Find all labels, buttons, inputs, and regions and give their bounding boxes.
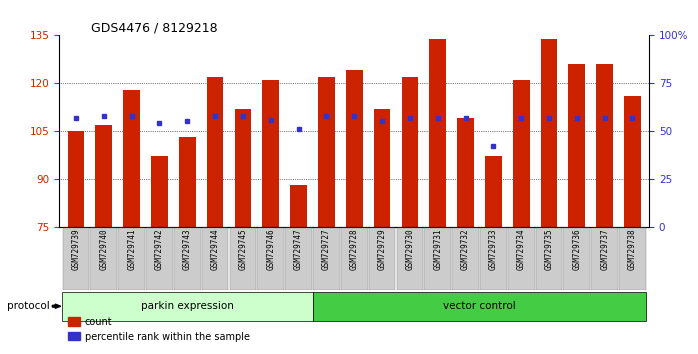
Text: GSM729735: GSM729735 [544,228,554,270]
FancyBboxPatch shape [285,228,312,290]
Text: GSM729729: GSM729729 [378,228,387,270]
Text: GSM729741: GSM729741 [127,228,136,270]
FancyBboxPatch shape [91,228,117,290]
Bar [346,70,362,227]
FancyBboxPatch shape [452,228,479,290]
FancyBboxPatch shape [591,228,618,290]
Text: GSM729747: GSM729747 [294,228,303,270]
FancyBboxPatch shape [62,292,313,321]
Bar [68,131,84,227]
Bar [290,185,307,227]
Bar [541,39,557,227]
Bar [485,156,502,227]
Bar [151,156,168,227]
FancyBboxPatch shape [118,228,145,290]
Text: GSM729744: GSM729744 [211,228,220,270]
FancyBboxPatch shape [480,228,507,290]
Bar [457,118,474,227]
Text: GSM729730: GSM729730 [406,228,415,270]
FancyBboxPatch shape [258,228,284,290]
FancyBboxPatch shape [146,228,173,290]
FancyBboxPatch shape [313,292,646,321]
Text: protocol: protocol [7,301,50,311]
Text: GSM729736: GSM729736 [572,228,581,270]
Text: parkin expression: parkin expression [141,301,234,310]
Bar [96,125,112,227]
FancyBboxPatch shape [396,228,423,290]
Bar [124,90,140,227]
FancyBboxPatch shape [63,228,89,290]
Text: vector control: vector control [443,301,516,310]
FancyBboxPatch shape [230,228,256,290]
FancyBboxPatch shape [619,228,646,290]
Text: GSM729733: GSM729733 [489,228,498,270]
Bar [179,137,195,227]
Bar [429,39,446,227]
Text: GSM729737: GSM729737 [600,228,609,270]
Text: GSM729727: GSM729727 [322,228,331,270]
Bar [373,109,390,227]
Text: GSM729732: GSM729732 [461,228,470,270]
Text: GSM729740: GSM729740 [99,228,108,270]
Text: GSM729734: GSM729734 [517,228,526,270]
Bar [596,64,613,227]
FancyBboxPatch shape [202,228,228,290]
FancyBboxPatch shape [174,228,200,290]
Legend: count, percentile rank within the sample: count, percentile rank within the sample [64,313,253,346]
Bar [318,77,335,227]
Bar [235,109,251,227]
FancyBboxPatch shape [369,228,395,290]
FancyBboxPatch shape [424,228,451,290]
Text: GSM729746: GSM729746 [266,228,275,270]
Text: GDS4476 / 8129218: GDS4476 / 8129218 [91,21,217,34]
Bar [624,96,641,227]
Text: GSM729738: GSM729738 [628,228,637,270]
FancyBboxPatch shape [535,228,563,290]
Text: GSM729742: GSM729742 [155,228,164,270]
Bar [207,77,223,227]
FancyBboxPatch shape [341,228,368,290]
Text: GSM729731: GSM729731 [433,228,443,270]
FancyBboxPatch shape [313,228,340,290]
Bar [262,80,279,227]
Text: GSM729728: GSM729728 [350,228,359,270]
Text: GSM729745: GSM729745 [239,228,248,270]
Bar [401,77,418,227]
FancyBboxPatch shape [563,228,590,290]
Text: GSM729743: GSM729743 [183,228,192,270]
FancyBboxPatch shape [508,228,535,290]
Bar [513,80,530,227]
Bar [568,64,585,227]
Text: GSM729739: GSM729739 [71,228,80,270]
